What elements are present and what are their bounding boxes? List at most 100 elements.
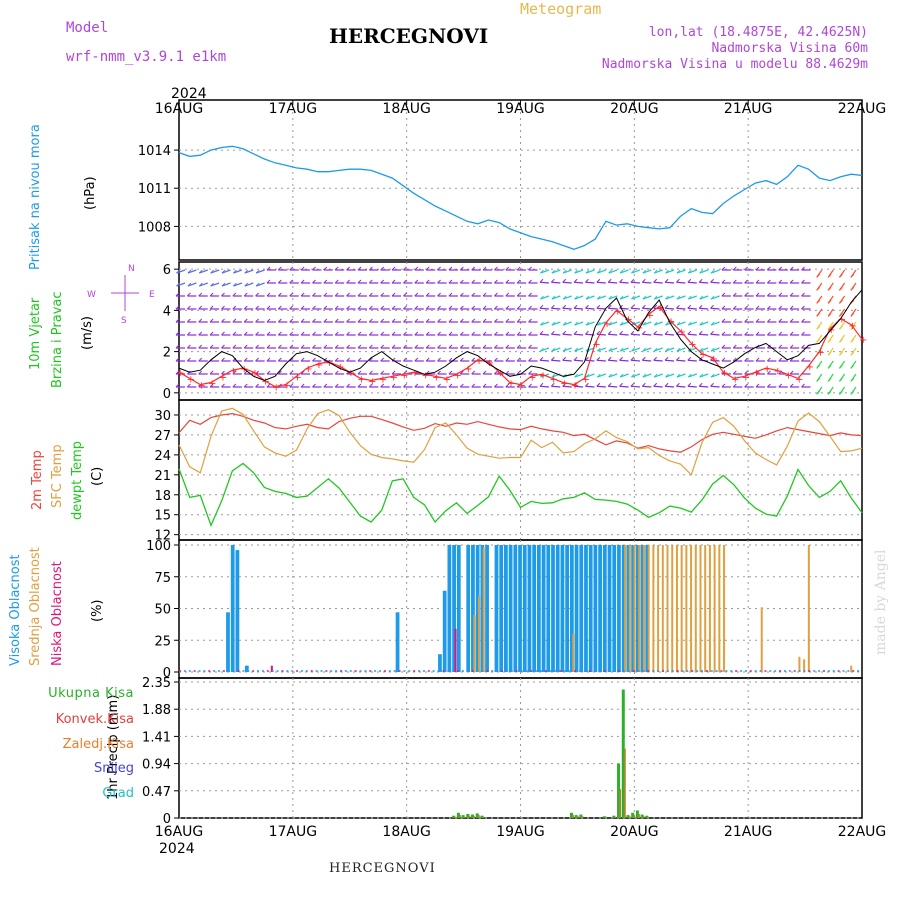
- wind-arrow-head: [414, 305, 419, 310]
- precip-convective-bar: [458, 815, 461, 818]
- wind-arrow: [608, 269, 618, 274]
- wind-arrow-head: [300, 357, 305, 362]
- cloud-high-bar: [574, 545, 579, 672]
- wind-arrow-head: [607, 304, 612, 309]
- wind-arrow-head: [232, 318, 237, 323]
- wind-arrow: [563, 295, 572, 300]
- wind-arrow-head: [425, 383, 430, 388]
- wind-arrow-head: [596, 347, 601, 352]
- wind-arrow-head: [471, 344, 476, 349]
- wind-arrow-head: [425, 331, 430, 336]
- y-tick-label: 1011: [138, 182, 171, 197]
- wind-arrow-head: [437, 357, 441, 362]
- wind-arrow-head: [665, 269, 669, 274]
- wind-arrow: [676, 385, 686, 388]
- precip-convective-bar: [604, 816, 607, 818]
- wind-arrow-head: [459, 318, 464, 323]
- wind-arrow-head: [187, 357, 191, 362]
- wind-arrow-head: [710, 304, 714, 309]
- wind-arrow-head: [403, 305, 407, 310]
- wind-arrow-head: [608, 269, 613, 274]
- y-tick-label: 1008: [138, 220, 171, 235]
- wind-arrow: [255, 269, 265, 274]
- wind-speed-marker: +: [400, 370, 408, 381]
- wind-arrow-head: [323, 370, 328, 375]
- wind-arrow-head: [380, 383, 385, 388]
- wind-arrow-head: [505, 331, 510, 336]
- wind-arrow-head: [391, 279, 396, 284]
- wind-arrow: [574, 295, 584, 300]
- cloud-high-bar: [527, 545, 532, 672]
- wind-speed-marker: +: [485, 358, 493, 369]
- wind-arrow: [710, 295, 720, 300]
- wind-arrow-head: [562, 330, 567, 335]
- wind-arrow: [585, 385, 595, 388]
- wind-arrow-head: [232, 383, 237, 388]
- cloud-mid-bar: [633, 545, 636, 672]
- y-tick-label: 27: [154, 429, 171, 444]
- wind-arrow-head: [266, 331, 271, 336]
- wind-arrow-head: [209, 383, 214, 388]
- wind-arrow-head: [459, 370, 464, 375]
- wind-arrow: [551, 307, 561, 310]
- wind-arrow-head: [459, 266, 464, 271]
- wind-arrow: [574, 269, 584, 274]
- wind-arrow: [642, 373, 652, 378]
- wind-arrow-head: [676, 347, 681, 352]
- wind-arrow-head: [641, 356, 646, 361]
- wind-arrow-head: [619, 278, 623, 283]
- wind-arrow-head: [175, 344, 180, 349]
- wind-arrow-head: [539, 330, 544, 335]
- wind-arrow-head: [801, 305, 805, 310]
- cloud-mid-bar: [807, 545, 810, 672]
- wind-arrow-head: [767, 331, 771, 336]
- wind-arrow-head: [448, 370, 453, 375]
- wind-arrow-head: [187, 344, 191, 349]
- wind-arrow-head: [187, 318, 191, 323]
- wind-arrow-head: [732, 344, 737, 349]
- panel-frame: [178, 399, 863, 541]
- wind-arrow-head: [482, 370, 487, 375]
- cloud-mid-bar: [690, 545, 693, 672]
- wind-arrow-head: [312, 331, 316, 336]
- wind-arrow-field: [175, 266, 857, 395]
- wind-arrow-head: [539, 304, 544, 309]
- cloud-mid-bar: [642, 545, 645, 672]
- wind-arrow-head: [778, 318, 783, 323]
- wind-arrow-head: [585, 269, 590, 274]
- precip-total-bar: [645, 815, 649, 818]
- wind-arrow-head: [839, 326, 843, 330]
- wind-arrow-head: [744, 357, 748, 362]
- wind-arrow-head: [323, 344, 328, 349]
- precip-total-bar: [452, 815, 456, 818]
- wind-arrow: [596, 359, 606, 362]
- wind-speed-marker: +: [475, 356, 483, 367]
- wind-arrow: [699, 269, 709, 274]
- wind-speed-marker: +: [528, 372, 536, 383]
- wind-arrow: [710, 385, 720, 388]
- wind-arrow: [539, 281, 549, 284]
- wind-arrow-head: [562, 356, 567, 361]
- wind-arrow-head: [767, 292, 771, 297]
- precip-convective-bar: [482, 816, 485, 818]
- wind-arrow-head: [403, 279, 407, 284]
- wind-arrow-head: [210, 269, 215, 274]
- wind-arrow-head: [687, 278, 692, 283]
- wind-arrow-head: [255, 344, 259, 349]
- wind-arrow: [710, 307, 720, 310]
- x-tick-label-bottom: 19AUG: [496, 824, 545, 840]
- wind-arrow: [631, 295, 641, 300]
- wind-arrow: [710, 269, 720, 274]
- wind-arrow-head: [699, 321, 704, 326]
- wind-arrow-head: [778, 279, 783, 284]
- wind-arrow: [187, 282, 197, 287]
- x-tick-label-bottom: 21AUG: [724, 824, 773, 840]
- precip-total-bar: [602, 816, 606, 818]
- wind-arrow: [699, 307, 709, 310]
- wind-arrow-head: [471, 357, 476, 362]
- wind-arrow: [619, 295, 629, 300]
- precip-convective-bar: [463, 816, 466, 818]
- cloud-mid-bar: [478, 595, 481, 672]
- wind-arrow: [710, 333, 720, 336]
- wind-arrow-head: [505, 292, 510, 297]
